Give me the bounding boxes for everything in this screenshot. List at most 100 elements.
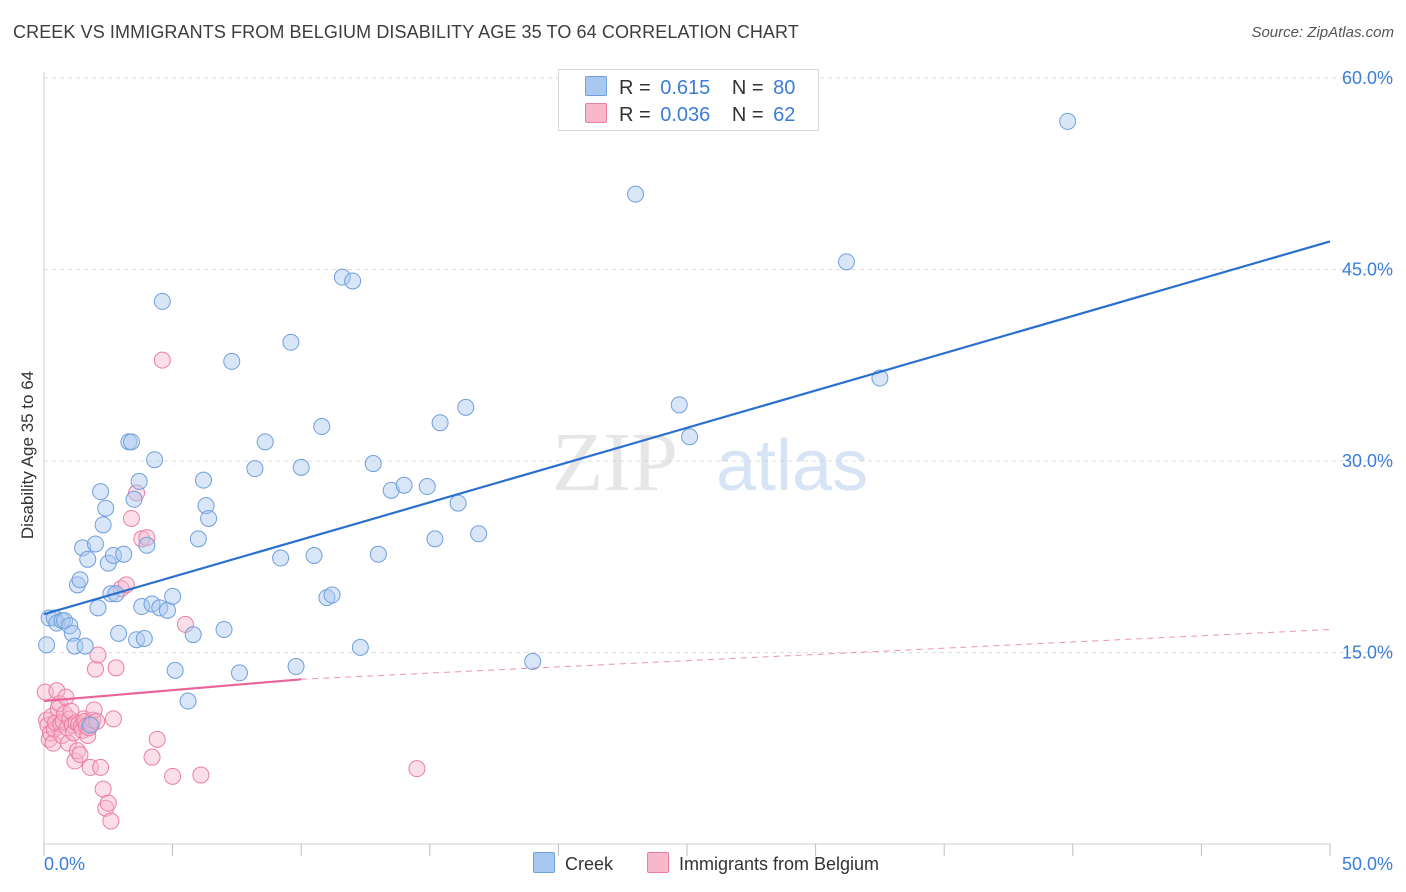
creek-point [382,481,400,499]
legend-r-label: R = [619,77,651,99]
creek-point [364,455,382,473]
y-axis-label: Disability Age 35 to 64 [18,370,37,540]
creek-point [256,433,274,451]
creek-point [351,638,369,656]
grid-lines [44,77,1393,653]
belgium-point [89,646,107,664]
belgium-point [102,812,120,830]
legend-n-value: 80 [773,77,796,99]
creek-point [194,471,212,489]
creek-trend-line [43,240,1331,616]
watermark: ZIP atlas [552,416,868,509]
creek-point [63,624,81,642]
legend-n-label: N = [731,77,764,99]
creek-point [457,398,475,416]
creek-point [272,549,290,567]
creek-point [79,550,97,568]
creek-point [681,428,699,446]
creek-point [287,658,305,676]
legend-r-value: 0.036 [660,104,711,126]
creek-point [86,535,104,553]
chart-title: CREEK VS IMMIGRANTS FROM BELGIUM DISABIL… [13,22,799,42]
belgium-point [71,746,89,764]
watermark-zip: ZIP [552,416,678,509]
creek-point [81,716,99,734]
belgium-point [192,766,210,784]
creek-point [282,333,300,351]
creek-point [323,586,341,604]
legend-n-value: 62 [773,104,796,126]
y-tick-label: 60.0% [1342,68,1393,88]
correlation-legend: R = 0.615 N = 80 R = 0.036 N = 62 [558,69,819,131]
creek-point [189,530,207,548]
creek-point [89,599,107,617]
belgium-point [153,351,171,369]
creek-point [66,637,84,655]
belgium-point [92,758,110,776]
creek-point [313,418,331,436]
creek-point [138,536,156,554]
creek-point [215,621,233,639]
watermark-atlas: atlas [716,426,868,506]
creek-point [431,414,449,432]
belgium-trend-line [43,678,302,703]
belgium-trend-extension [301,629,1331,680]
x-tick-label-max: 50.0% [1342,854,1393,874]
creek-point [125,490,143,508]
bottom-legend-swatch-creek [533,852,555,873]
y-tick-label: 45.0% [1342,260,1393,280]
creek-point [627,185,645,203]
creek-point [115,545,133,563]
belgium-point [104,710,122,728]
creek-point [133,598,151,616]
creek-point [143,595,161,613]
belgium-point [86,660,104,678]
creek-point [333,268,351,286]
creek-point [97,499,115,517]
belgium-point [107,659,125,677]
trend-lines [43,240,1331,703]
legend-n-label: N = [731,104,764,126]
legend-row-belgium: R = 0.036 N = 62 [585,103,795,127]
creek-point [179,692,197,710]
legend-swatch-belgium [585,103,607,123]
creek-point [837,253,855,271]
creek-point [470,525,488,543]
belgium-point [81,758,99,776]
bottom-legend-label-creek: Creek [565,854,614,874]
creek-point [318,589,336,607]
creek-point [92,483,110,501]
legend-r-label: R = [619,104,651,126]
creek-point [110,624,128,642]
creek-point [369,545,387,563]
legend-swatch-creek [585,76,607,96]
creek-point [184,626,202,644]
creek-point [292,458,310,476]
creek-point [200,509,218,527]
creek-point [130,472,148,490]
creek-point [1059,112,1077,130]
creek-point [166,661,184,679]
bottom-legend-belgium: Immigrants from Belgium [647,852,879,875]
belgium-point [408,760,426,778]
creek-point [230,664,248,682]
creek-point [122,433,140,451]
creek-point [153,292,171,310]
belgium-point [122,509,140,527]
creek-point [449,494,467,512]
creek-point [135,629,153,647]
belgium-point [164,767,182,785]
belgium-point [148,730,166,748]
creek-point [524,652,542,670]
creek-point [670,396,688,414]
x-ticks [43,844,1331,856]
creek-point [223,352,241,370]
creek-point [418,478,436,496]
y-tick-labels: 15.0% 30.0% 45.0% 60.0% [1342,68,1393,663]
bottom-legend-creek: Creek [533,852,613,875]
creek-point [344,272,362,290]
bottom-legend-swatch-belgium [647,852,669,873]
creek-point [94,516,112,534]
creek-point [68,576,86,594]
